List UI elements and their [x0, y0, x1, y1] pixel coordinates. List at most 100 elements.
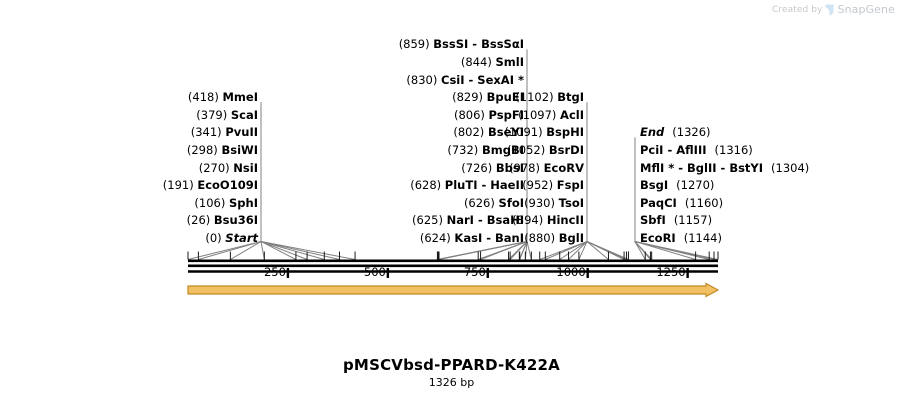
- ruler-tick-label: 750: [463, 265, 486, 279]
- site-position: (624): [419, 231, 455, 245]
- enzyme-name: PaqCI: [640, 195, 685, 210]
- restriction-site-label: (1052) BsrDI: [507, 144, 584, 156]
- site-position: (1160): [684, 195, 724, 210]
- restriction-site-label: PciI - AflIII (1316): [640, 144, 753, 156]
- enzyme-name: BbsI: [495, 160, 524, 175]
- site-position: (0): [205, 231, 226, 245]
- enzyme-name: BssSI - BssSαI: [433, 37, 524, 52]
- site-position: (626): [463, 195, 499, 210]
- restriction-site-label: (106) SphI: [194, 197, 258, 209]
- site-position: (106): [194, 195, 230, 210]
- coordinate-ruler: [188, 268, 718, 278]
- site-position: (829): [452, 90, 487, 105]
- enzyme-name: KasI - BanI: [454, 231, 524, 245]
- snapgene-logo-icon: [825, 4, 834, 16]
- restriction-site-label: (341) PvuII: [191, 126, 258, 138]
- enzyme-name: EcoRI: [640, 231, 684, 245]
- enzyme-name: BspHI: [546, 125, 584, 140]
- site-position: (26): [186, 213, 214, 228]
- restriction-site-label: (930) TsoI: [524, 197, 584, 209]
- restriction-site-label: (270) NsiI: [199, 162, 258, 174]
- orf-arrow: [187, 282, 720, 298]
- enzyme-name: BsrDI: [548, 143, 584, 157]
- ruler-tick-label: 1000: [556, 265, 586, 279]
- ruler-tick-label: 500: [363, 265, 386, 279]
- restriction-site-label: (625) NarI - BsaHI: [412, 214, 524, 226]
- restriction-site-label: (1102) BtgI: [515, 91, 584, 103]
- enzyme-name: BsiWI: [221, 143, 258, 157]
- site-position: (978): [509, 160, 544, 175]
- site-position: (298): [186, 143, 222, 157]
- enzyme-name: SbfI: [640, 213, 674, 228]
- sequence-backbone: [188, 259, 718, 268]
- site-position: (1270): [676, 178, 715, 193]
- site-position: (952): [522, 178, 557, 193]
- restriction-site-label: (379) ScaI: [196, 109, 258, 121]
- enzyme-name: PvuII: [225, 125, 258, 140]
- site-position: (625): [412, 213, 447, 228]
- enzyme-name: SphI: [229, 195, 258, 210]
- enzyme-name: NsiI: [233, 160, 258, 175]
- restriction-site-label: (298) BsiWI: [187, 144, 258, 156]
- site-position: (1091): [504, 125, 547, 140]
- restriction-site-label: (0) Start: [205, 232, 258, 244]
- enzyme-name: EcoRV: [543, 160, 584, 175]
- enzyme-name: AclI: [560, 107, 584, 122]
- restriction-site-label: (732) BmgBI: [447, 144, 524, 156]
- site-position: (341): [190, 125, 226, 140]
- restriction-site-label: (859) BssSI - BssSαI: [399, 38, 524, 50]
- enzyme-name: CsiI - SexAI *: [441, 72, 524, 87]
- enzyme-name: BglI: [558, 231, 584, 245]
- enzyme-name: BtgI: [557, 90, 584, 105]
- enzyme-name: MflI * - BglII - BstYI: [640, 160, 772, 175]
- enzyme-name: Start: [225, 231, 258, 245]
- site-position: (628): [410, 178, 445, 193]
- enzyme-name: HincII: [546, 213, 584, 228]
- enzyme-name: PciI - AflIII: [640, 143, 715, 157]
- enzyme-name: BpuEI: [486, 90, 524, 105]
- enzyme-name: Bsu36I: [213, 213, 258, 228]
- restriction-site-label: End (1326): [640, 126, 711, 138]
- restriction-site-label: (1097) AclI: [518, 109, 584, 121]
- site-position: (1157): [673, 213, 713, 228]
- site-position: (1097): [518, 107, 561, 122]
- restriction-site-label: (191) EcoO109I: [163, 179, 258, 191]
- enzyme-name: TsoI: [558, 195, 584, 210]
- restriction-site-label: MflI * - BglII - BstYI (1304): [640, 162, 809, 174]
- enzyme-name: EcoO109I: [197, 178, 258, 193]
- ruler-tick-label: 1250: [656, 265, 686, 279]
- enzyme-name: BsgI: [640, 178, 677, 193]
- restriction-site-label: (1091) BspHI: [504, 126, 584, 138]
- enzyme-name: PluTI - HaeII: [444, 178, 524, 193]
- restriction-site-label: (802) BseYI: [453, 126, 524, 138]
- restriction-site-label: PaqCI (1160): [640, 197, 723, 209]
- restriction-site-label: (844) SmlI: [461, 56, 524, 68]
- enzyme-name: BmgBI: [481, 143, 524, 157]
- site-position: (732): [447, 143, 482, 157]
- site-position: (880): [524, 231, 559, 245]
- restriction-site-label: (628) PluTI - HaeII: [410, 179, 524, 191]
- site-position: (418): [187, 90, 223, 105]
- leader-lines-group: [187, 49, 719, 260]
- enzyme-name: BseYI: [487, 125, 524, 140]
- enzyme-name: SmlI: [495, 55, 525, 69]
- enzyme-name: ScaI: [230, 107, 258, 122]
- site-position: (1102): [515, 90, 558, 105]
- enzyme-name: MmeI: [222, 90, 258, 105]
- sequence-length: 1326 bp: [428, 376, 475, 389]
- restriction-site-label: (806) PspFI: [454, 109, 524, 121]
- enzyme-name: NarI - BsaHI: [446, 213, 524, 228]
- map-title-block: pMSCVbsd-PPARD-K422A 1326 bp: [0, 356, 903, 390]
- restriction-site-label: (624) KasI - BanI: [420, 232, 524, 244]
- site-position: (1304): [771, 160, 810, 175]
- site-position: (726): [461, 160, 496, 175]
- site-position: (930): [524, 195, 559, 210]
- site-position: (1144): [683, 231, 722, 245]
- site-position: (894): [512, 213, 547, 228]
- restriction-site-label: (880) BglI: [524, 232, 584, 244]
- site-position: (859): [398, 37, 434, 52]
- site-position: (802): [453, 125, 488, 140]
- ruler-tick-label: 250: [263, 265, 286, 279]
- site-position: (1326): [672, 125, 711, 140]
- snapgene-watermark: Created by SnapGene: [772, 3, 895, 16]
